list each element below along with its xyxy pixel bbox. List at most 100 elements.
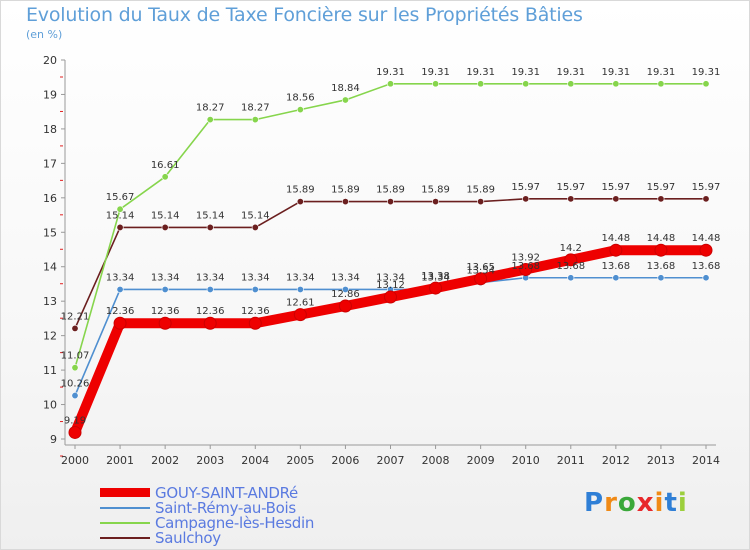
- data-label: 12.21: [61, 311, 90, 322]
- data-point: [161, 285, 169, 293]
- data-label: 15.14: [196, 210, 225, 221]
- legend-label-gouy: GOUY-SAINT-ANDRé: [155, 484, 298, 502]
- logo-letter: P: [584, 488, 605, 518]
- data-point: [429, 281, 443, 295]
- data-label: 19.31: [647, 67, 676, 78]
- y-tick-label: 10: [43, 399, 57, 412]
- data-label: 12.36: [106, 306, 135, 317]
- data-label: 18.84: [331, 83, 360, 94]
- data-point: [113, 316, 127, 330]
- y-tick-label: 16: [43, 192, 57, 205]
- proxiti-logo: Proxiti: [584, 488, 688, 518]
- x-tick-label: 2006: [331, 454, 359, 467]
- data-point: [384, 290, 397, 304]
- data-label: 13.54: [466, 266, 495, 277]
- data-label: 16.61: [151, 160, 180, 171]
- data-point: [477, 198, 485, 206]
- data-point: [68, 425, 82, 439]
- data-point: [474, 272, 488, 286]
- data-label: 15.67: [106, 192, 135, 203]
- data-label: 13.68: [556, 261, 585, 272]
- data-point: [116, 223, 124, 231]
- legend-swatch-saulchoy: [100, 537, 150, 539]
- data-label: 13.34: [331, 272, 360, 283]
- logo-letter: x: [636, 488, 655, 518]
- data-label: 13.34: [286, 272, 315, 283]
- x-tick-label: 2009: [467, 454, 495, 467]
- data-label: 15.97: [692, 182, 721, 193]
- data-point: [206, 285, 214, 293]
- y-tick-label: 19: [43, 88, 57, 101]
- data-label: 14.48: [602, 233, 631, 244]
- data-point: [251, 116, 259, 124]
- y-tick-label: 13: [43, 295, 57, 308]
- data-label: 18.27: [196, 103, 225, 114]
- data-label: 15.89: [376, 185, 405, 196]
- x-tick-label: 2008: [422, 454, 450, 467]
- y-tick-label: 20: [43, 54, 57, 67]
- data-label: 15.97: [556, 182, 585, 193]
- x-tick-label: 2000: [61, 454, 89, 467]
- data-label: 13.12: [376, 280, 405, 291]
- data-label: 15.89: [331, 185, 360, 196]
- data-point: [71, 364, 79, 372]
- data-point: [341, 198, 349, 206]
- y-tick-label: 12: [43, 330, 57, 343]
- data-point: [702, 195, 710, 203]
- data-label: 15.97: [602, 182, 631, 193]
- data-point: [116, 285, 124, 293]
- data-point: [116, 205, 124, 213]
- logo-letter: i: [654, 488, 665, 518]
- data-point: [251, 285, 259, 293]
- data-label: 15.14: [241, 210, 270, 221]
- data-point: [522, 195, 530, 203]
- data-label: 19.31: [466, 67, 495, 78]
- data-point: [296, 106, 304, 114]
- data-label: 19.31: [421, 67, 450, 78]
- legend-label-campagne: Campagne-lès-Hesdin: [155, 514, 315, 532]
- data-point: [71, 324, 79, 332]
- data-label: 19.31: [556, 67, 585, 78]
- data-label: 13.38: [421, 271, 450, 282]
- x-tick-label: 2012: [602, 454, 630, 467]
- data-point: [341, 96, 349, 104]
- y-tick-label: 15: [43, 226, 57, 239]
- data-point: [386, 198, 394, 206]
- legend-label-saulchoy: Saulchoy: [155, 529, 221, 547]
- data-point: [657, 274, 665, 282]
- data-label: 15.97: [647, 182, 676, 193]
- data-label: 14.48: [647, 233, 676, 244]
- data-point: [564, 253, 578, 267]
- x-tick-label: 2005: [286, 454, 314, 467]
- x-tick-label: 2010: [512, 454, 540, 467]
- data-label: 13.65: [466, 262, 495, 273]
- x-tick-label: 2007: [377, 454, 405, 467]
- data-point: [657, 80, 665, 88]
- data-point: [432, 198, 440, 206]
- data-point: [702, 274, 710, 282]
- data-label: 13.68: [647, 261, 676, 272]
- data-label: 13.34: [241, 272, 270, 283]
- data-point: [612, 274, 620, 282]
- data-point: [699, 243, 713, 257]
- data-label: 15.89: [286, 185, 315, 196]
- data-label: 19.31: [511, 67, 540, 78]
- data-point: [341, 285, 349, 293]
- y-tick-label: 11: [43, 364, 57, 377]
- data-label: 12.86: [331, 289, 360, 300]
- data-point: [296, 285, 304, 293]
- data-label: 9.19: [64, 415, 86, 426]
- legend-swatch-saint-remy: [100, 507, 150, 509]
- data-label: 14.2: [560, 243, 582, 254]
- data-point: [338, 299, 352, 313]
- data-point: [654, 243, 668, 257]
- legend-swatch-gouy: [100, 488, 150, 497]
- data-label: 19.31: [692, 67, 721, 78]
- data-label: 19.31: [376, 67, 405, 78]
- x-tick-label: 2003: [196, 454, 224, 467]
- data-label: 15.14: [151, 210, 180, 221]
- data-point: [158, 316, 172, 330]
- data-point: [612, 80, 620, 88]
- x-tick-label: 2014: [692, 454, 720, 467]
